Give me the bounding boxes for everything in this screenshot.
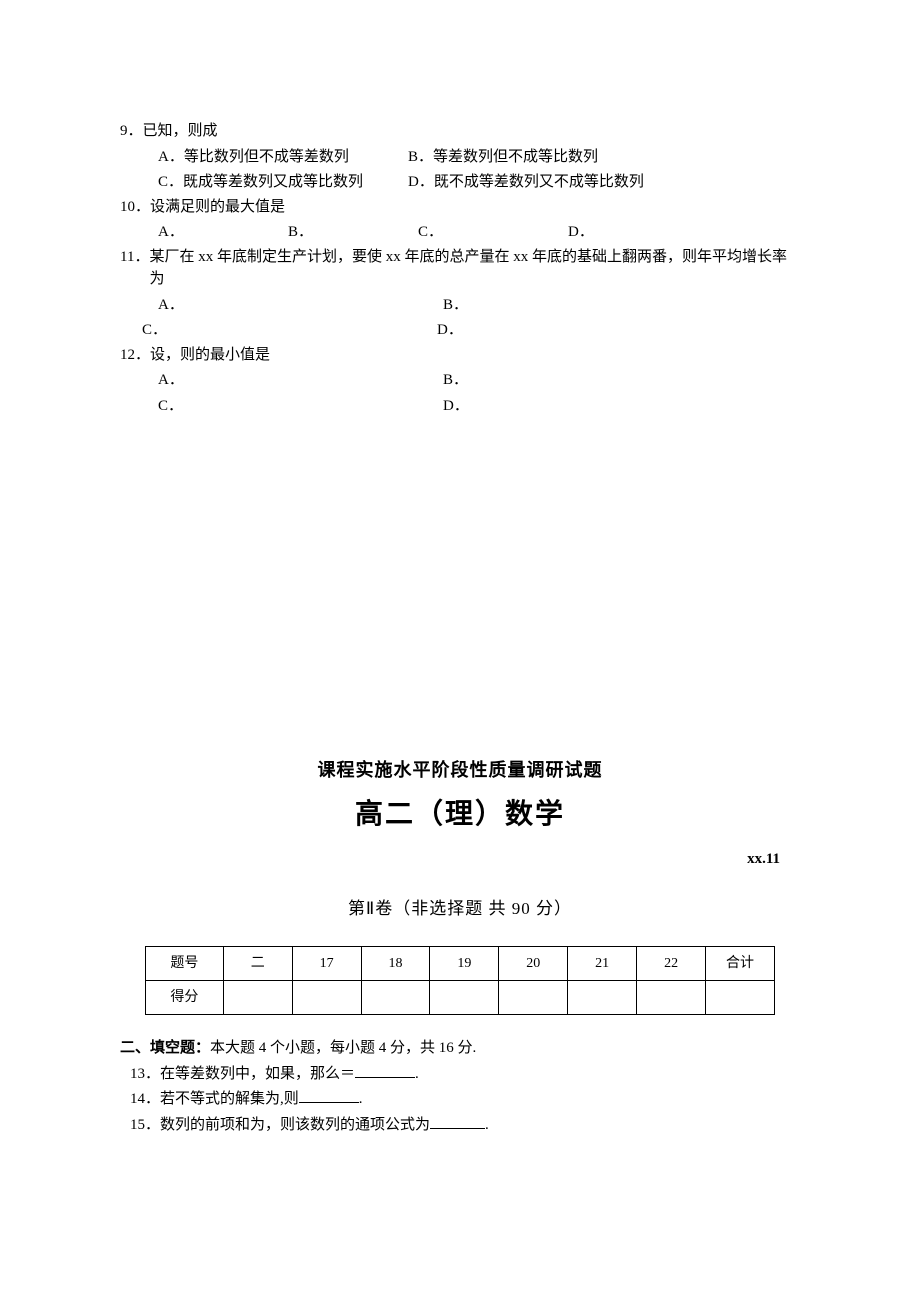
question-number: 9． (120, 120, 143, 143)
subtitle: 课程实施水平阶段性质量调研试题 (120, 757, 800, 784)
question-line: 10． 设满足则的最大值是 (120, 196, 800, 219)
q14-text: 14．若不等式的解集为,则 (130, 1091, 299, 1107)
question-text: 已知，则成 (143, 120, 218, 143)
question-number: 11． (120, 246, 149, 291)
question-9: 9． 已知，则成 A．等比数列但不成等差数列 B．等差数列但不成等比数列 C．既… (120, 120, 800, 194)
choices: C． D． (120, 319, 800, 342)
fill-q14: 14．若不等式的解集为,则. (120, 1088, 800, 1111)
choices: A． B． C． D． (120, 221, 800, 244)
table-cell: 19 (430, 947, 499, 981)
q15-end: . (485, 1117, 489, 1133)
volume-title: 第Ⅱ卷（非选择题 共 90 分） (120, 896, 800, 922)
table-cell: 22 (637, 947, 706, 981)
choice-c: C． (418, 221, 568, 244)
table-cell: 20 (499, 947, 568, 981)
choice-a: A．等比数列但不成等差数列 (158, 146, 408, 169)
choice-a: A． (158, 369, 443, 392)
question-10: 10． 设满足则的最大值是 A． B． C． D． (120, 196, 800, 244)
choice-c: C． (142, 319, 437, 342)
table-cell: 21 (568, 947, 637, 981)
blank (299, 1088, 359, 1103)
table-cell (706, 981, 775, 1015)
question-text: 设，则的最小值是 (150, 344, 270, 367)
q15-text: 15．数列的前项和为，则该数列的通项公式为 (130, 1117, 430, 1133)
question-line: 12． 设，则的最小值是 (120, 344, 800, 367)
choice-row: A． B． (158, 294, 800, 317)
q14-end: . (359, 1091, 363, 1107)
fill-title-bold: 二、填空题： (120, 1040, 210, 1056)
choice-row: C． D． (142, 319, 800, 342)
choice-b: B． (443, 294, 468, 317)
table-cell: 二 (223, 947, 292, 981)
table-cell (430, 981, 499, 1015)
choice-b: B． (443, 369, 468, 392)
table-cell (568, 981, 637, 1015)
table-row: 得分 (146, 981, 775, 1015)
choices: A．等比数列但不成等差数列 B．等差数列但不成等比数列 C．既成等差数列又成等比… (120, 146, 800, 194)
choice-row: A． B． (158, 369, 800, 392)
choice-d: D．既不成等差数列又不成等比数列 (408, 171, 658, 194)
choice-d: D． (443, 395, 469, 418)
choice-row: C． D． (158, 395, 800, 418)
table-cell (361, 981, 430, 1015)
fill-q13: 13．在等差数列中，如果，那么＝. (120, 1063, 800, 1086)
question-line: 9． 已知，则成 (120, 120, 800, 143)
choices: A． B． C． D． (120, 369, 800, 417)
choice-a: A． (158, 221, 288, 244)
fill-q15: 15．数列的前项和为，则该数列的通项公式为. (120, 1114, 800, 1137)
choice-row: A． B． C． D． (158, 221, 800, 244)
choice-a: A． (158, 294, 443, 317)
question-line: 11． 某厂在 xx 年底制定生产计划，要使 xx 年底的总产量在 xx 年底的… (120, 246, 800, 291)
fill-title-rest: 本大题 4 个小题，每小题 4 分，共 16 分. (210, 1040, 476, 1056)
choice-c: C．既成等差数列又成等比数列 (158, 171, 408, 194)
table-row: 题号 二 17 18 19 20 21 22 合计 (146, 947, 775, 981)
choice-b: B． (288, 221, 418, 244)
score-table: 题号 二 17 18 19 20 21 22 合计 得分 (145, 946, 775, 1015)
blank (430, 1114, 485, 1129)
fill-section: 二、填空题：本大题 4 个小题，每小题 4 分，共 16 分. 13．在等差数列… (120, 1037, 800, 1136)
question-text: 某厂在 xx 年底制定生产计划，要使 xx 年底的总产量在 xx 年底的基础上翻… (149, 246, 800, 291)
table-cell (637, 981, 706, 1015)
choice-d: D． (568, 221, 698, 244)
question-number: 12． (120, 344, 150, 367)
choice-row: C．既成等差数列又成等比数列 D．既不成等差数列又不成等比数列 (158, 171, 800, 194)
question-12: 12． 设，则的最小值是 A． B． C． D． (120, 344, 800, 418)
table-cell: 题号 (146, 947, 224, 981)
main-title: 高二（理）数学 (120, 794, 800, 836)
q13-text: 13．在等差数列中，如果，那么＝ (130, 1066, 355, 1082)
table-cell (499, 981, 568, 1015)
q13-end: . (415, 1066, 419, 1082)
choice-d: D． (437, 319, 463, 342)
table-cell: 17 (292, 947, 361, 981)
fill-title: 二、填空题：本大题 4 个小题，每小题 4 分，共 16 分. (120, 1037, 800, 1060)
date: xx.11 (120, 848, 800, 871)
section-2-header: 课程实施水平阶段性质量调研试题 高二（理）数学 xx.11 第Ⅱ卷（非选择题 共… (120, 757, 800, 1136)
blank (355, 1063, 415, 1078)
table-cell: 得分 (146, 981, 224, 1015)
table-cell: 18 (361, 947, 430, 981)
choice-c: C． (158, 395, 443, 418)
table-cell (223, 981, 292, 1015)
choice-row: A．等比数列但不成等差数列 B．等差数列但不成等比数列 (158, 146, 800, 169)
question-11: 11． 某厂在 xx 年底制定生产计划，要使 xx 年底的总产量在 xx 年底的… (120, 246, 800, 342)
choices: A． B． (120, 294, 800, 317)
table-cell: 合计 (706, 947, 775, 981)
question-number: 10． (120, 196, 150, 219)
table-cell (292, 981, 361, 1015)
choice-b: B．等差数列但不成等比数列 (408, 146, 658, 169)
question-text: 设满足则的最大值是 (150, 196, 285, 219)
